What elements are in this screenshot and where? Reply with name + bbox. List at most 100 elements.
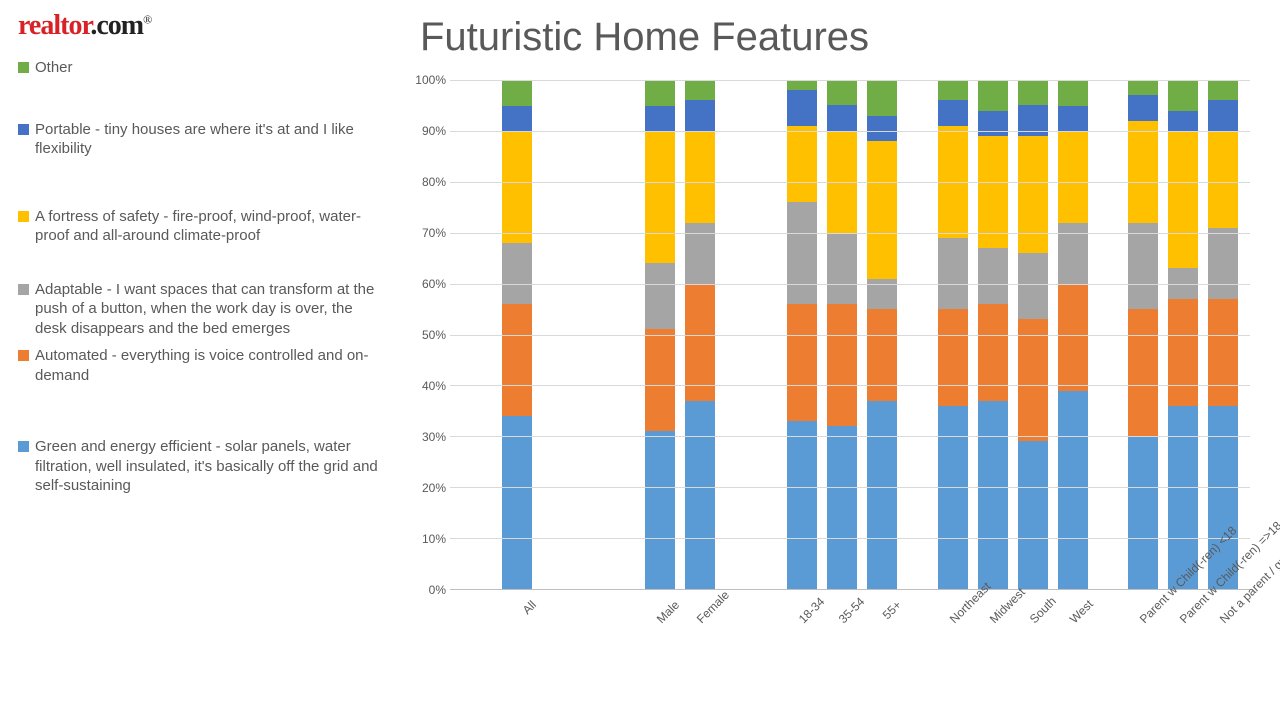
bar-segment [1058,391,1088,590]
bar-segment [502,106,532,131]
bar-segment [502,80,532,105]
gridline [450,80,1250,81]
chart-legend: Other Portable - tiny houses are where it… [18,58,388,496]
chart-title: Futuristic Home Features [420,15,869,60]
legend-item: Portable - tiny houses are where it's at… [18,120,388,159]
legend-swatch [18,350,29,361]
gridline [450,385,1250,386]
bar-segment [1208,80,1238,100]
bar-segment [645,263,675,329]
bar-segment [1128,309,1158,436]
legend-swatch [18,284,29,295]
y-tick-label: 60% [410,277,446,291]
bar-segment [502,131,532,243]
legend-label: Portable - tiny houses are where it's at… [35,120,388,159]
legend-swatch [18,62,29,73]
bar-segment [827,105,857,130]
legend-swatch [18,211,29,222]
gridline [450,131,1250,132]
bar-segment [1128,95,1158,120]
gridline [450,335,1250,336]
x-axis-labels: AllMaleFemale18-3435-5455+NortheastMidwe… [450,595,1250,705]
bar-segment [1018,80,1048,105]
bar-segment [867,141,897,278]
bar-segment [1058,131,1088,223]
bar-segment [685,223,715,284]
bar-segment [978,401,1008,589]
bar-segment [867,80,897,116]
bar-segment [1128,436,1158,589]
legend-swatch [18,441,29,452]
y-tick-label: 80% [410,175,446,189]
bar-segment [1128,223,1158,310]
bar-segment [938,309,968,406]
bar-segment [978,111,1008,136]
bar-segment [787,90,817,126]
bar-segment [1128,121,1158,223]
bar-segment [978,80,1008,111]
bar-segment [645,80,675,105]
bar-segment [787,304,817,421]
bar-segment [1208,100,1238,131]
bar-segment [1018,136,1048,253]
bar-segment [1168,299,1198,406]
bar-segment [685,284,715,401]
y-tick-label: 40% [410,379,446,393]
bar-segment [787,202,817,304]
bar-segment [938,406,968,589]
bar-segment [685,401,715,589]
legend-label: Other [35,58,73,78]
gridline [450,436,1250,437]
legend-item: Green and energy efficient - solar panel… [18,437,388,496]
bar-segment [978,136,1008,248]
bar-segment [867,309,897,401]
bar-segment [502,304,532,416]
y-tick-label: 70% [410,226,446,240]
bar-segment [1208,228,1238,299]
gridline [450,182,1250,183]
y-tick-label: 30% [410,430,446,444]
bar-segment [1168,131,1198,268]
logo-red: realtor [18,10,90,41]
bar-segment [827,233,857,304]
y-tick-label: 90% [410,124,446,138]
bar-segment [827,80,857,105]
bar-segment [867,401,897,589]
y-tick-label: 0% [410,583,446,597]
bar-segment [938,238,968,309]
bar-segment [1208,299,1238,406]
bar-segment [1168,80,1198,111]
bar-segment [502,243,532,304]
bar-segment [1018,319,1048,441]
bar-segment [1058,106,1088,131]
gridline [450,233,1250,234]
gridline [450,538,1250,539]
bar-segment [645,106,675,131]
logo-black: .com [90,10,143,41]
legend-label: A fortress of safety - fire-proof, wind-… [35,207,388,246]
bar-segment [1058,80,1088,105]
bar-segment [827,426,857,589]
bar-segment [645,131,675,263]
bar-segment [938,100,968,125]
bar-segment [645,329,675,431]
bar-segment [867,116,897,141]
bar-segment [1128,80,1158,95]
legend-item: Automated - everything is voice controll… [18,346,388,385]
gridline [450,487,1250,488]
legend-item: Adaptable - I want spaces that can trans… [18,280,388,339]
bar-segment [645,431,675,589]
legend-label: Green and energy efficient - solar panel… [35,437,388,496]
bar-segment [1168,111,1198,131]
legend-swatch [18,124,29,135]
bar-segment [685,100,715,131]
legend-label: Adaptable - I want spaces that can trans… [35,280,388,339]
y-tick-label: 20% [410,481,446,495]
gridline [450,284,1250,285]
bar-segment [502,416,532,589]
legend-item: Other [18,58,388,78]
bar-segment [1058,284,1088,391]
bar-segment [1208,131,1238,228]
y-tick-label: 50% [410,328,446,342]
legend-label: Automated - everything is voice controll… [35,346,388,385]
